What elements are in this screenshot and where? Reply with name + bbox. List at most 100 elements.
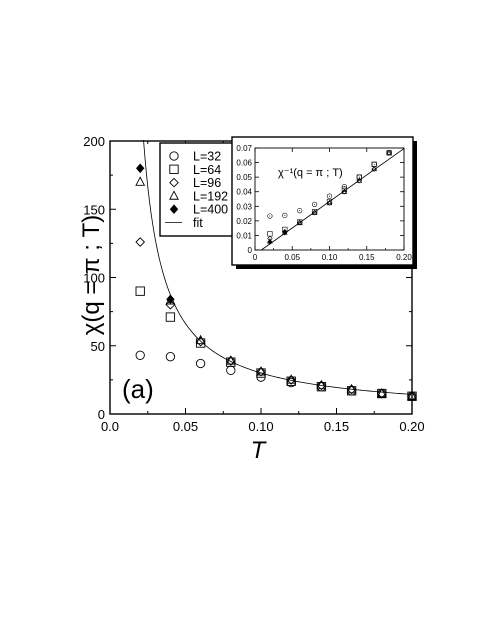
inset-y-tick-label: 0 — [248, 246, 253, 255]
y-axis-label: χ(q = π ; T) — [78, 215, 105, 336]
inset-data-point-l96 — [371, 166, 377, 172]
x-tick-label: 0.05 — [173, 419, 198, 434]
inset-data-point-l400 — [282, 229, 288, 236]
inset-x-tick-label: 0 — [253, 253, 258, 262]
inset-data-point-l32 — [312, 201, 318, 207]
inset-y-tick-label: 0.02 — [236, 217, 252, 226]
data-point-l32 — [195, 358, 206, 369]
data-point-l192 — [376, 387, 387, 398]
data-point-l64 — [165, 312, 176, 322]
inset-data-point-l192 — [386, 149, 392, 155]
y-tick-label: 0 — [98, 407, 105, 422]
inset-data-point-l192 — [371, 165, 377, 172]
y-tick-label: 200 — [83, 134, 105, 149]
inset-data-point-l32 — [326, 193, 333, 199]
y-tick-label: 100 — [83, 271, 105, 286]
inset-data-points — [267, 149, 392, 245]
inset-data-point-l192 — [356, 177, 363, 183]
data-point-l64 — [346, 386, 357, 396]
data-point-l192 — [407, 390, 417, 401]
inset-point-dot — [314, 203, 316, 205]
data-point-l96 — [376, 388, 387, 399]
inset-y-tick-label: 0.01 — [236, 231, 252, 240]
legend-label: fit — [193, 216, 203, 230]
inset-x-tick-label: 0.10 — [322, 253, 338, 262]
data-point-l192 — [346, 383, 357, 394]
legend-label: L=192 — [193, 189, 228, 203]
data-point-l64 — [286, 376, 296, 386]
inset-data-point-l32 — [282, 212, 288, 218]
data-point-l96 — [256, 366, 266, 377]
inset-data-point-l64 — [341, 186, 348, 192]
data-point-l192 — [316, 379, 327, 390]
inset-data-point-l96 — [341, 188, 348, 195]
inset-point-dot — [299, 210, 301, 212]
inset-axis-ticks: 0 0.05 0.10 0.15 0.20 0 0.01 0.02 0.03 0.04 0.05 0.… — [236, 144, 412, 262]
legend-box — [159, 142, 238, 237]
inset-box — [231, 136, 414, 266]
data-point-l192 — [195, 334, 206, 345]
inset-data-point-l96 — [356, 177, 363, 184]
data-point-l64 — [316, 382, 327, 392]
legend-label: L=400 — [193, 203, 228, 217]
inset-data-point-l64 — [297, 219, 303, 225]
data-point-l96 — [165, 299, 176, 310]
data-point-l192 — [256, 366, 266, 376]
data-point-l64 — [256, 368, 266, 378]
x-axis-label: T — [251, 437, 268, 464]
x-tick-label: 0.20 — [399, 419, 424, 434]
inset-data-point-l400 — [267, 238, 273, 245]
data-point-l192 — [225, 355, 236, 365]
inset-y-tick-label: 0.05 — [236, 173, 252, 182]
inset-data-point-l192 — [326, 199, 333, 206]
data-point-l96 — [346, 384, 357, 395]
inset-data-point-l64 — [326, 198, 333, 205]
legend-marker — [169, 164, 179, 174]
legend-marker — [169, 204, 179, 215]
data-point-l96 — [286, 375, 297, 385]
y-tick-label: 150 — [83, 202, 105, 217]
inset-data-point-l32 — [267, 213, 273, 219]
data-point-l32 — [165, 352, 176, 362]
data-point-l32 — [135, 350, 145, 360]
data-point-l64 — [226, 357, 236, 367]
inset-point-dot — [358, 176, 360, 178]
inset-y-tick-label: 0.07 — [236, 144, 252, 153]
data-point-l96 — [316, 380, 327, 391]
main-data-points — [135, 163, 417, 402]
x-tick-label: 0.0 — [101, 419, 119, 434]
data-point-l400 — [136, 163, 145, 174]
inset-data-point-l32 — [297, 208, 303, 214]
legend-marker — [169, 151, 179, 161]
inset-data-point-l96 — [326, 200, 333, 206]
inset-y-tick-label: 0.06 — [236, 159, 252, 168]
main-axis-ticks: 0.0 0.05 0.10 0.15 0.20 0 50 100 150 200 — [83, 134, 424, 434]
inset-y-label: χ⁻¹(q = π ; T) — [278, 167, 343, 179]
data-point-l400 — [166, 294, 175, 305]
inset-point-dot — [388, 152, 390, 154]
legend-label: L=96 — [193, 176, 221, 190]
inset-point-dot — [269, 215, 271, 217]
y-tick-label: 50 — [91, 339, 105, 354]
inset-data-point-l192 — [296, 219, 303, 226]
data-point-l96 — [225, 355, 236, 366]
data-point-l64 — [135, 286, 145, 296]
inset-chart: 0 0.05 0.10 0.15 0.20 0 0.01 0.02 0.03 0.04 0.05 0.… — [231, 136, 417, 269]
inset-point-dot — [373, 163, 375, 165]
data-point-l192 — [286, 374, 297, 384]
inset-point-dot — [284, 214, 286, 216]
data-point-l96 — [135, 237, 146, 247]
inset-data-point-l64 — [356, 174, 362, 180]
data-point-l32 — [226, 365, 236, 375]
data-point-l192 — [135, 176, 146, 186]
inset-y-tick-label: 0.03 — [236, 202, 252, 211]
fit-line — [143, 139, 411, 395]
inset-x-tick-label: 0.05 — [284, 253, 300, 262]
legend-label: L=32 — [193, 150, 221, 164]
legend-label: L=64 — [193, 163, 221, 177]
inset-y-tick-label: 0.04 — [236, 188, 252, 197]
inset-data-point-l96 — [311, 209, 318, 216]
legend-marker — [169, 177, 179, 188]
